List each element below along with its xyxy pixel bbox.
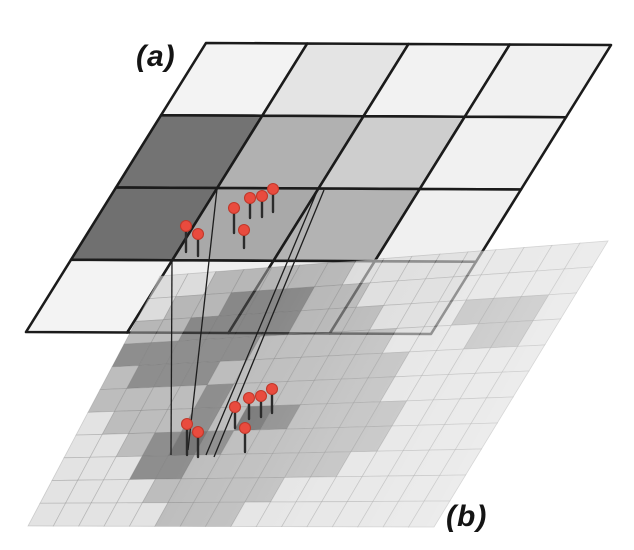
projection-line xyxy=(205,188,319,456)
pin-marker-icon xyxy=(243,191,257,205)
projection-line xyxy=(170,260,173,456)
pin-marker-icon xyxy=(227,201,241,215)
pins-fine-grid xyxy=(180,382,279,459)
pin-marker-icon xyxy=(237,223,251,237)
pin-marker-icon xyxy=(238,421,252,435)
fine-grid-fade xyxy=(28,241,608,527)
projection-lines xyxy=(170,188,325,458)
fine-grid-panel-b xyxy=(27,240,609,528)
panel-a-label: (a) xyxy=(136,40,176,73)
panel-b-label: (b) xyxy=(446,500,488,533)
pin-marker-icon xyxy=(179,219,193,233)
pin-marker-icon xyxy=(265,382,279,396)
projection-line xyxy=(187,188,218,451)
projection-line xyxy=(213,189,325,458)
pin-marker-icon xyxy=(191,425,205,439)
pin-marker-icon xyxy=(266,182,280,196)
pin-marker-icon xyxy=(228,400,242,414)
pin-marker-icon xyxy=(242,391,256,405)
pin-marker-icon xyxy=(180,417,194,431)
pin-marker-icon xyxy=(255,189,269,203)
pin-marker-icon xyxy=(191,227,205,241)
pin-marker-icon xyxy=(254,389,268,403)
pins-coarse-grid xyxy=(179,182,280,258)
